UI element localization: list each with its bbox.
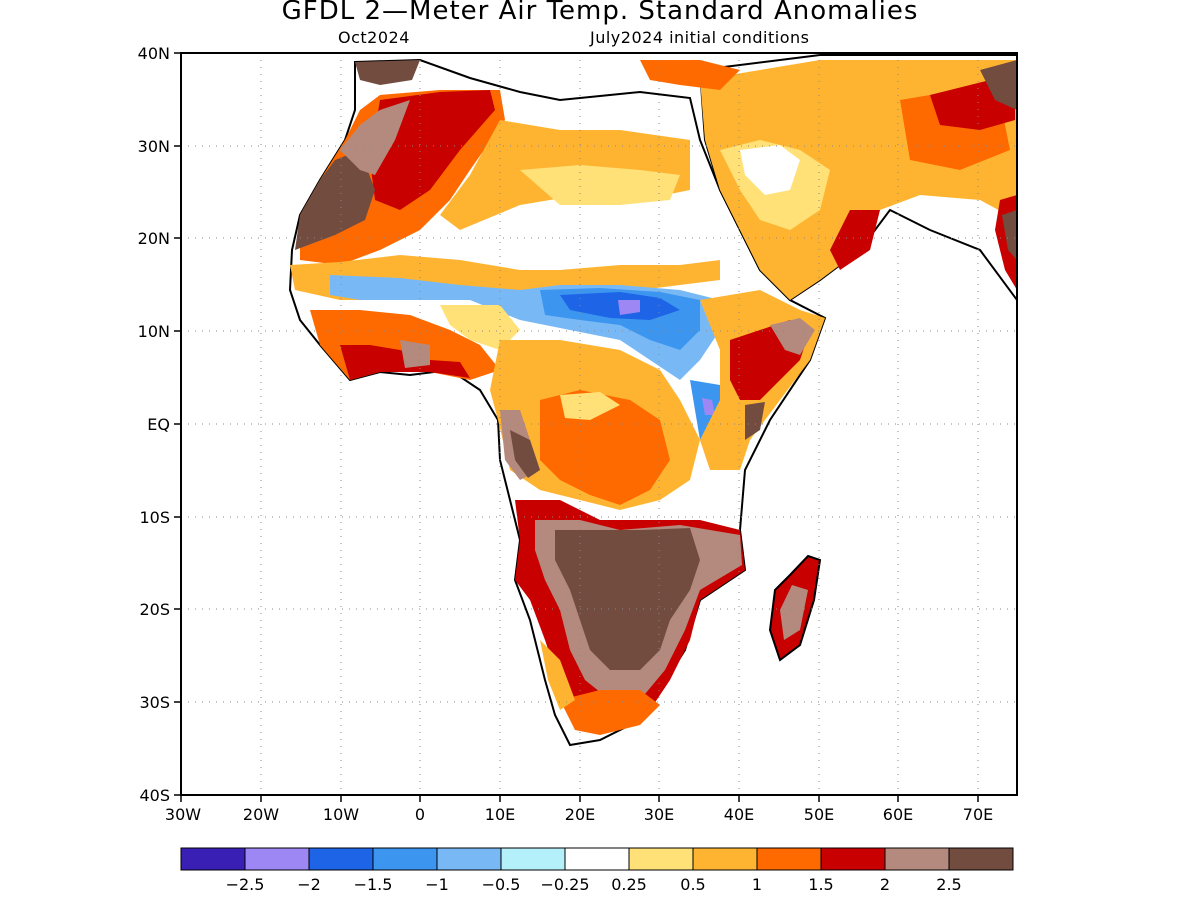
lat-label: 10S	[139, 508, 170, 527]
lat-label: 20S	[139, 600, 170, 619]
lon-label: 0	[415, 805, 425, 824]
colorbar-swatch	[692, 847, 758, 871]
lon-label: 50E	[804, 805, 834, 824]
colorbar-swatch	[436, 847, 502, 871]
colorbar-label: 0.5	[680, 875, 705, 894]
colorbar-label: −1.5	[354, 875, 393, 894]
map-field	[288, 54, 1017, 747]
colorbar-label: −0.25	[540, 875, 589, 894]
lat-label: EQ	[147, 415, 170, 434]
colorbar-swatch	[308, 847, 374, 871]
lon-label: 10W	[323, 805, 359, 824]
lat-label: 20N	[138, 229, 170, 248]
lon-label: 20W	[243, 805, 279, 824]
colorbar-label: 2.5	[936, 875, 961, 894]
lon-label: 40E	[724, 805, 754, 824]
colorbar-label: −1	[425, 875, 449, 894]
lon-label: 60E	[883, 805, 913, 824]
lon-label: 10E	[485, 805, 515, 824]
colorbar-swatch	[628, 847, 694, 871]
colorbar-swatch	[564, 847, 630, 871]
map-title: GFDL 2—Meter Air Temp. Standard Anomalie…	[281, 0, 919, 26]
colorbar-label: −2.5	[226, 875, 265, 894]
lon-label: 70E	[963, 805, 993, 824]
colorbar-swatch	[884, 847, 950, 871]
colorbar-swatch	[948, 847, 1014, 871]
colorbar	[180, 847, 1014, 871]
lon-label: 20E	[565, 805, 595, 824]
colorbar-label: 0.25	[611, 875, 647, 894]
graticule	[181, 53, 1017, 795]
colorbar-label: −2	[297, 875, 321, 894]
colorbar-label: −0.5	[482, 875, 521, 894]
lat-label: 30N	[138, 137, 170, 156]
lon-label: 30E	[644, 805, 674, 824]
colorbar-labels: −2.5 −2 −1.5 −1 −0.5 −0.25 0.25 0.5 1 1.5 2 2.5	[226, 875, 962, 894]
forecast-month: Oct2024	[338, 28, 410, 47]
lon-label: 30W	[165, 805, 201, 824]
colorbar-label: 2	[880, 875, 890, 894]
initial-conditions: July2024 initial conditions	[590, 28, 810, 47]
lat-label: 40S	[139, 786, 170, 805]
colorbar-swatch	[500, 847, 566, 871]
colorbar-swatch	[820, 847, 886, 871]
colorbar-swatch	[372, 847, 438, 871]
lat-label: 10N	[138, 322, 170, 341]
colorbar-swatch	[180, 847, 246, 871]
lat-label: 30S	[139, 693, 170, 712]
colorbar-label: 1.5	[808, 875, 833, 894]
colorbar-swatch	[244, 847, 310, 871]
colorbar-swatch	[756, 847, 822, 871]
colorbar-label: 1	[752, 875, 762, 894]
lat-label: 40N	[138, 44, 170, 63]
